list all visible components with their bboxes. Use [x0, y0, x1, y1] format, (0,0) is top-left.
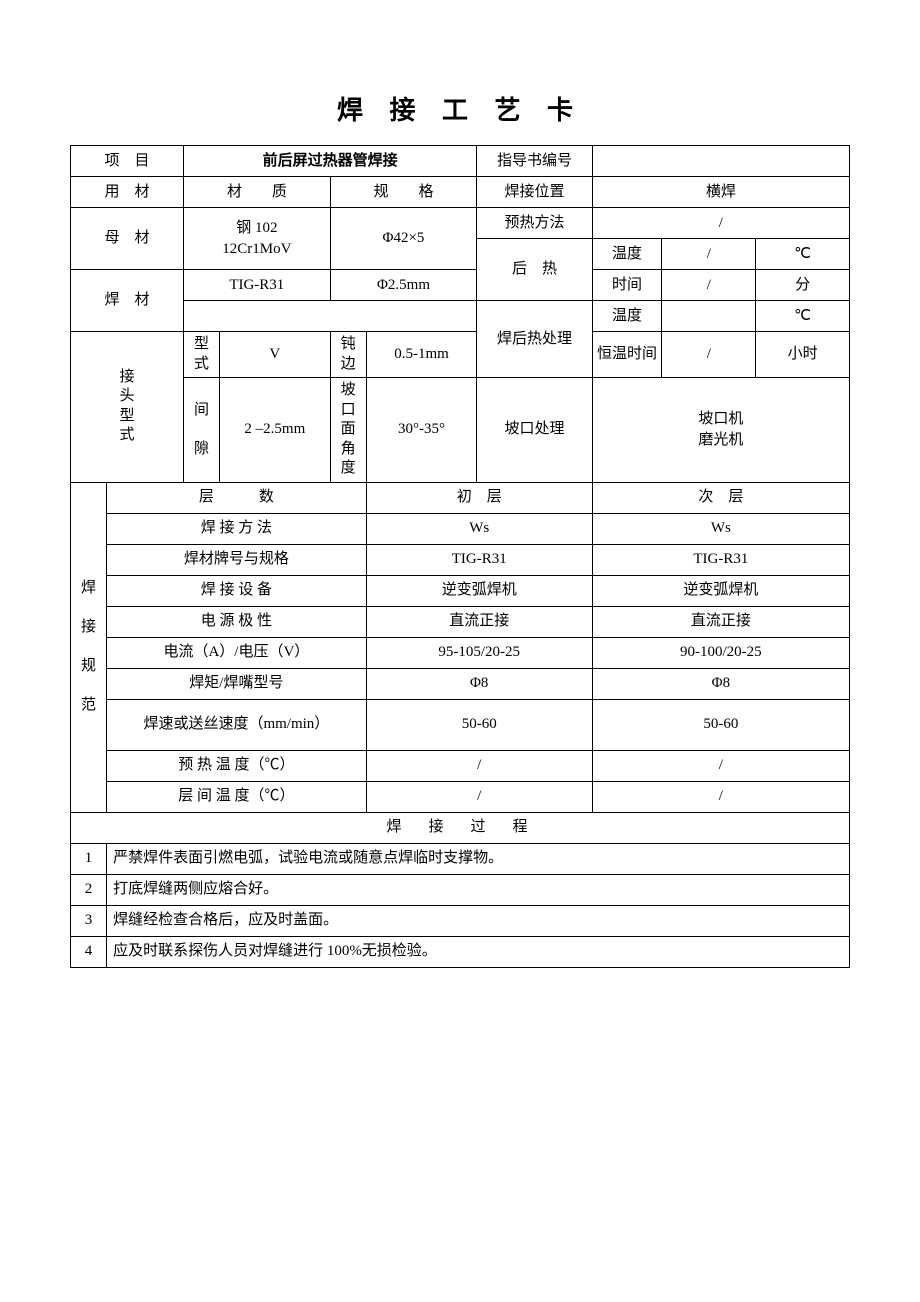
proc-num-2: 2: [71, 874, 107, 905]
label-first-layer: 初 层: [366, 482, 592, 513]
value-preheat-method: /: [592, 208, 849, 239]
label-mat-brand: 焊材牌号与规格: [107, 544, 367, 575]
value-gap: 2 –2.5mm: [220, 378, 331, 483]
label-guide-no: 指导书编号: [477, 146, 592, 177]
label-ph-temp: 温度: [592, 239, 662, 270]
l1-brand: TIG-R31: [366, 544, 592, 575]
value-weld-quality: TIG-R31: [184, 270, 331, 301]
proc-text-3: 焊缝经检查合格后，应及时盖面。: [107, 905, 850, 936]
label-weld-equip: 焊 接 设 备: [107, 575, 367, 606]
label-spec: 规 格: [330, 177, 477, 208]
page-title: 焊 接 工 艺 卡: [70, 90, 850, 127]
value-blunt-edge: 0.5-1mm: [366, 332, 477, 378]
value-groove-treat: 坡口机 磨光机: [592, 378, 849, 483]
proc-text-2: 打底焊缝两侧应熔合好。: [107, 874, 850, 905]
label-process-head: 焊 接 过 程: [71, 812, 850, 843]
label-weld-method: 焊 接 方 法: [107, 513, 367, 544]
label-next-layer: 次 层: [592, 482, 849, 513]
value-const-time: /: [662, 332, 756, 378]
label-groove-angle: 坡口面角度: [330, 378, 366, 483]
value-weld-pos: 横焊: [592, 177, 849, 208]
l2-equip: 逆变弧焊机: [592, 575, 849, 606]
label-joint-type: 接头型式: [71, 332, 184, 483]
label-use-mat: 用 材: [71, 177, 184, 208]
label-preheat-temp: 预 热 温 度（℃）: [107, 750, 367, 781]
value-guide-no: [592, 146, 849, 177]
l2-brand: TIG-R31: [592, 544, 849, 575]
l1-torch: Φ8: [366, 668, 592, 699]
l1-interlayer: /: [366, 781, 592, 812]
label-iv: 电流（A）/电压（V）: [107, 637, 367, 668]
proc-num-4: 4: [71, 936, 107, 967]
l2-preheat: /: [592, 750, 849, 781]
label-joint-shape: 型式: [184, 332, 220, 378]
label-interlayer-temp: 层 间 温 度（℃）: [107, 781, 367, 812]
l2-method: Ws: [592, 513, 849, 544]
l2-iv: 90-100/20-25: [592, 637, 849, 668]
l1-speed: 50-60: [366, 699, 592, 750]
value-joint-shape: V: [220, 332, 331, 378]
proc-text-4: 应及时联系探伤人员对焊缝进行 100%无损检验。: [107, 936, 850, 967]
label-item: 项 目: [71, 146, 184, 177]
l2-speed: 50-60: [592, 699, 849, 750]
proc-num-1: 1: [71, 843, 107, 874]
l1-polarity: 直流正接: [366, 606, 592, 637]
value-ph-time: /: [662, 270, 756, 301]
value-treat-temp: [662, 301, 756, 332]
label-treat-temp: 温度: [592, 301, 662, 332]
l1-preheat: /: [366, 750, 592, 781]
label-mat-quality: 材 质: [184, 177, 331, 208]
value-base-spec: Φ42×5: [330, 208, 477, 270]
unit-degc-2: ℃: [756, 301, 850, 332]
label-ph-time: 时间: [592, 270, 662, 301]
unit-min: 分: [756, 270, 850, 301]
label-post-heat: 后 热: [477, 239, 592, 301]
label-torch: 焊矩/焊嘴型号: [107, 668, 367, 699]
l1-iv: 95-105/20-25: [366, 637, 592, 668]
value-ph-temp: /: [662, 239, 756, 270]
label-const-time: 恒温时间: [592, 332, 662, 378]
value-item: 前后屏过热器管焊接: [184, 146, 477, 177]
weld-mat-blank: [184, 301, 477, 332]
label-post-heat-treat: 焊后热处理: [477, 301, 592, 378]
label-blunt-edge: 钝边: [330, 332, 366, 378]
label-preheat-method: 预热方法: [477, 208, 592, 239]
label-speed: 焊速或送丝速度（mm/min）: [107, 699, 367, 750]
label-layer-count: 层 数: [107, 482, 367, 513]
value-groove-angle: 30°-35°: [366, 378, 477, 483]
label-groove-treat: 坡口处理: [477, 378, 592, 483]
label-gap: 间隙: [184, 378, 220, 483]
proc-num-3: 3: [71, 905, 107, 936]
label-spec-section: 焊 接 规 范: [71, 482, 107, 812]
value-base-quality: 钢 102 12Cr1MoV: [184, 208, 331, 270]
proc-text-1: 严禁焊件表面引燃电弧，试验电流或随意点焊临时支撑物。: [107, 843, 850, 874]
label-weld-mat: 焊 材: [71, 270, 184, 332]
process-card-table: 项 目 前后屏过热器管焊接 指导书编号 用 材 材 质 规 格 焊接位置 横焊 …: [70, 145, 850, 968]
label-polarity: 电 源 极 性: [107, 606, 367, 637]
l2-polarity: 直流正接: [592, 606, 849, 637]
label-weld-pos: 焊接位置: [477, 177, 592, 208]
label-base-mat: 母 材: [71, 208, 184, 270]
l1-equip: 逆变弧焊机: [366, 575, 592, 606]
value-weld-spec: Φ2.5mm: [330, 270, 477, 301]
l1-method: Ws: [366, 513, 592, 544]
unit-hour: 小时: [756, 332, 850, 378]
l2-torch: Φ8: [592, 668, 849, 699]
unit-degc-1: ℃: [756, 239, 850, 270]
l2-interlayer: /: [592, 781, 849, 812]
